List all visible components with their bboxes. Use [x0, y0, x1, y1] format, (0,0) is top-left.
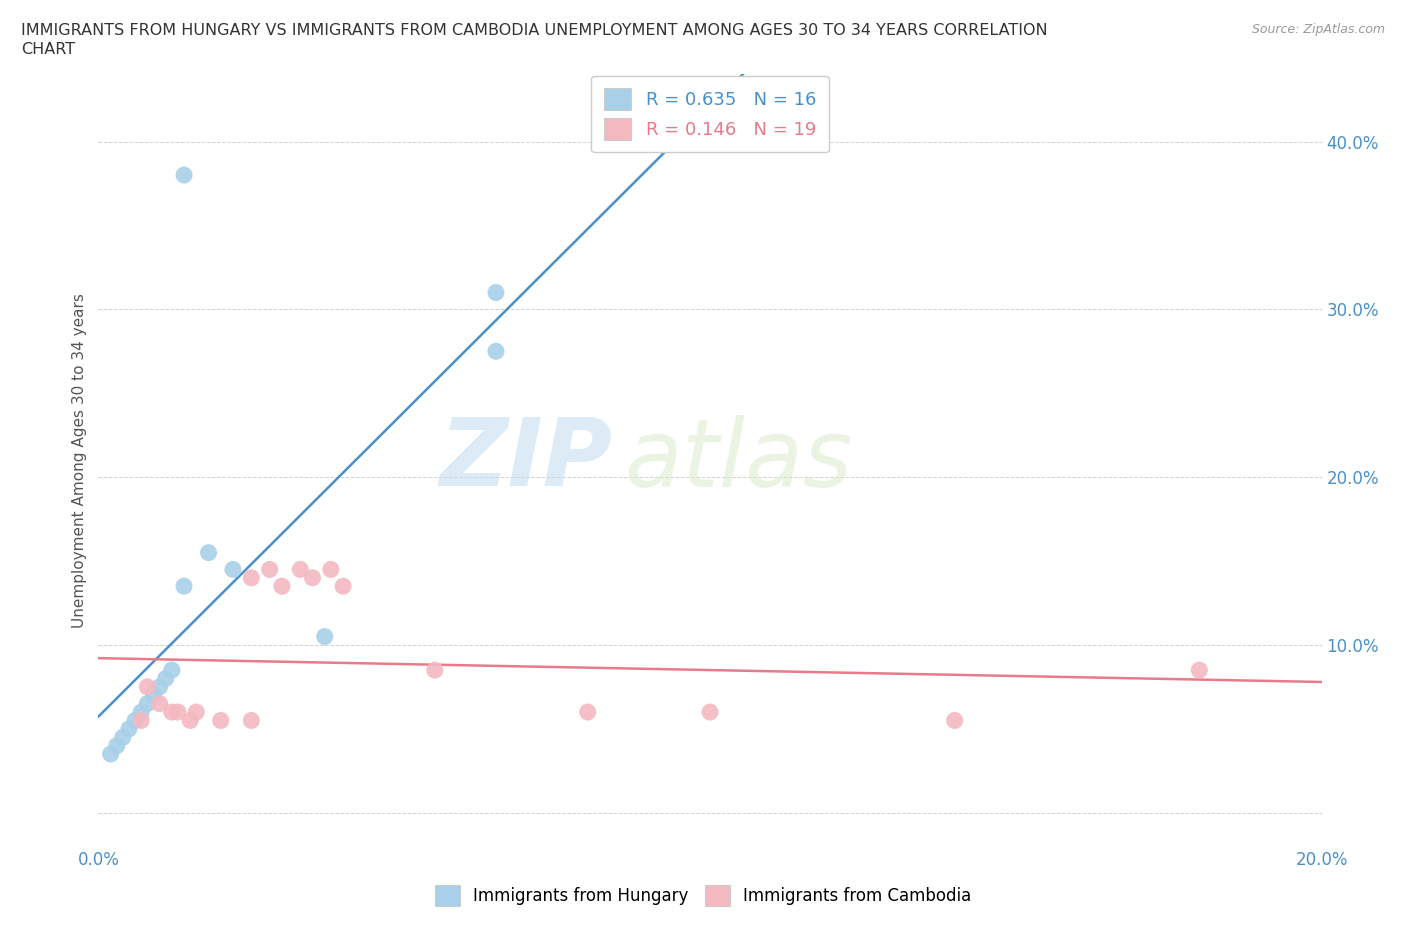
Point: [423, 663, 446, 678]
Point: [240, 713, 263, 728]
Point: [209, 713, 232, 728]
Point: [222, 562, 245, 577]
Text: CHART: CHART: [21, 42, 75, 57]
Point: [100, 747, 122, 762]
Point: [160, 705, 183, 720]
Point: [485, 344, 508, 359]
Point: [136, 697, 159, 711]
Point: [319, 562, 342, 577]
Y-axis label: Unemployment Among Ages 30 to 34 years: Unemployment Among Ages 30 to 34 years: [72, 293, 87, 628]
Point: [124, 713, 146, 728]
Point: [1188, 663, 1211, 678]
Text: IMMIGRANTS FROM HUNGARY VS IMMIGRANTS FROM CAMBODIA UNEMPLOYMENT AMONG AGES 30 T: IMMIGRANTS FROM HUNGARY VS IMMIGRANTS FR…: [21, 23, 1047, 38]
Legend: R = 0.635   N = 16, R = 0.146   N = 19: R = 0.635 N = 16, R = 0.146 N = 19: [592, 75, 828, 153]
Text: ZIP: ZIP: [439, 415, 612, 506]
Point: [270, 578, 292, 593]
Point: [314, 629, 336, 644]
Point: [197, 545, 219, 560]
Point: [699, 705, 721, 720]
Point: [485, 286, 508, 300]
Point: [105, 738, 128, 753]
Point: [301, 570, 323, 585]
Point: [118, 722, 141, 737]
Point: [240, 570, 263, 585]
Point: [186, 705, 208, 720]
Point: [129, 705, 152, 720]
Point: [136, 680, 159, 695]
Point: [160, 663, 183, 678]
Point: [167, 705, 190, 720]
Point: [943, 713, 966, 728]
Point: [111, 730, 134, 745]
Point: [129, 713, 152, 728]
Point: [149, 680, 172, 695]
Text: atlas: atlas: [624, 415, 852, 506]
Point: [155, 671, 177, 686]
Legend: Immigrants from Hungary, Immigrants from Cambodia: Immigrants from Hungary, Immigrants from…: [427, 879, 979, 912]
Point: [173, 578, 195, 593]
Point: [290, 562, 312, 577]
Point: [142, 688, 165, 703]
Point: [576, 705, 599, 720]
Text: Source: ZipAtlas.com: Source: ZipAtlas.com: [1251, 23, 1385, 36]
Point: [149, 697, 172, 711]
Point: [173, 167, 195, 182]
Point: [259, 562, 281, 577]
Point: [179, 713, 201, 728]
Point: [332, 578, 354, 593]
